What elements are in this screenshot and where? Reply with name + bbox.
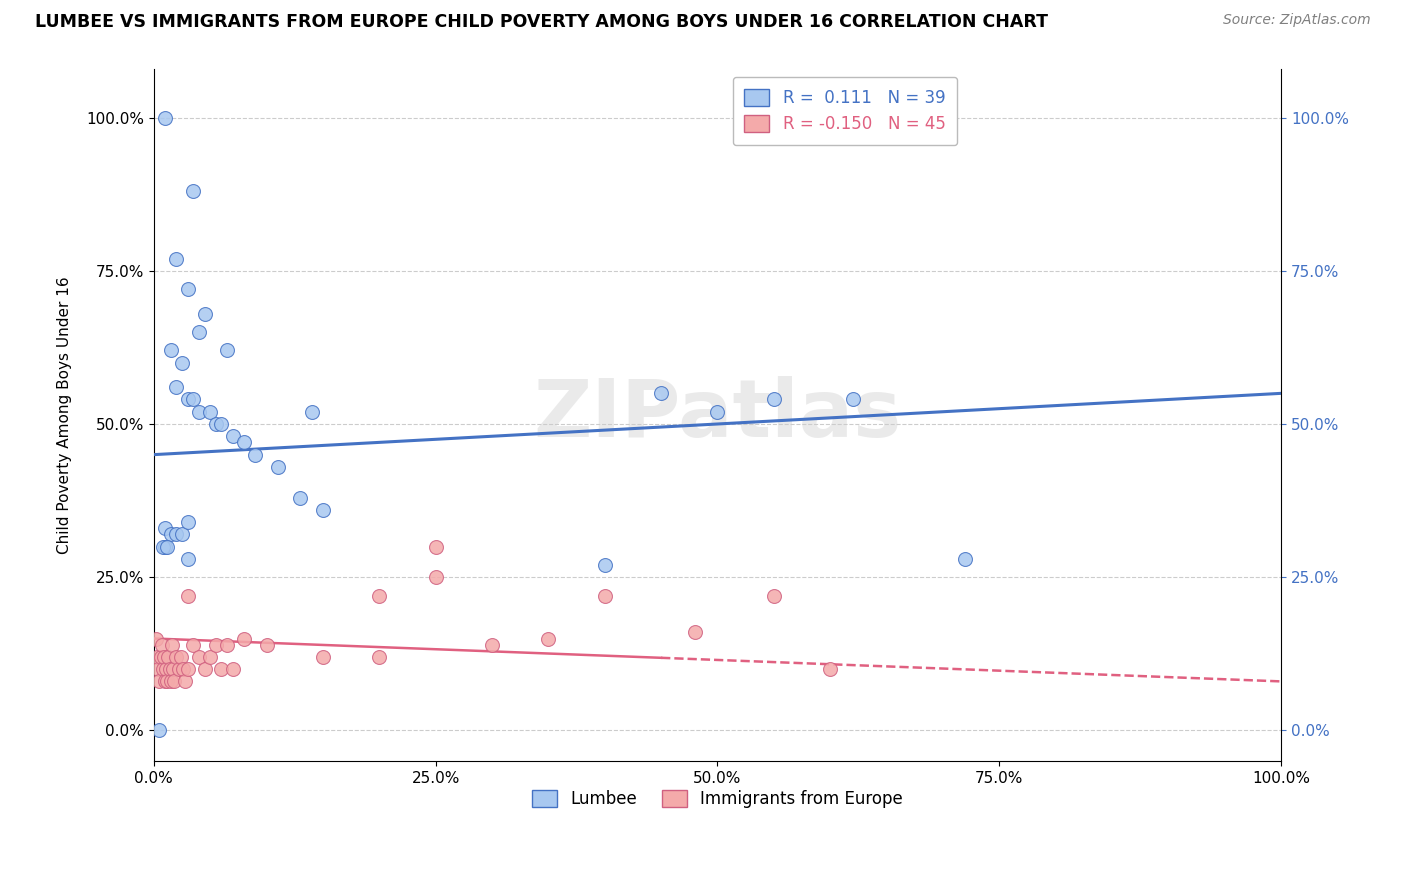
Point — [481, 638, 503, 652]
Point — [176, 662, 198, 676]
Point — [683, 625, 706, 640]
Point — [162, 662, 184, 676]
Text: Source: ZipAtlas.com: Source: ZipAtlas.com — [1223, 13, 1371, 28]
Point — [172, 662, 194, 676]
Point — [148, 662, 170, 676]
Point — [165, 649, 187, 664]
Point — [148, 723, 170, 738]
Point — [145, 632, 167, 646]
Point — [153, 674, 176, 689]
Point — [152, 662, 174, 676]
Point — [153, 540, 176, 554]
Point — [193, 662, 215, 676]
Point — [170, 527, 193, 541]
Point — [157, 649, 180, 664]
Point — [425, 570, 447, 584]
Point — [159, 343, 181, 358]
Point — [245, 448, 267, 462]
Point — [198, 649, 221, 664]
Point — [160, 638, 183, 652]
Point — [593, 589, 616, 603]
Point — [187, 405, 209, 419]
Point — [368, 649, 391, 664]
Point — [706, 405, 728, 419]
Point — [537, 632, 560, 646]
Point — [290, 491, 312, 505]
Point — [152, 540, 174, 554]
Point — [187, 649, 209, 664]
Point — [256, 638, 278, 652]
Text: ZIPatlas: ZIPatlas — [533, 376, 901, 454]
Point — [153, 111, 176, 125]
Point — [165, 380, 187, 394]
Point — [368, 589, 391, 603]
Point — [149, 649, 172, 664]
Point — [209, 417, 232, 431]
Point — [762, 589, 785, 603]
Point — [176, 392, 198, 407]
Point — [176, 515, 198, 529]
Point — [155, 662, 177, 676]
Point — [165, 527, 187, 541]
Point — [170, 356, 193, 370]
Point — [650, 386, 672, 401]
Point — [170, 649, 193, 664]
Point — [955, 551, 977, 566]
Point — [215, 638, 238, 652]
Point — [215, 343, 238, 358]
Point — [165, 252, 187, 266]
Point — [153, 521, 176, 535]
Point — [176, 589, 198, 603]
Point — [159, 662, 181, 676]
Point — [156, 540, 179, 554]
Point — [312, 503, 335, 517]
Point — [159, 527, 181, 541]
Point — [425, 540, 447, 554]
Point — [174, 674, 197, 689]
Point — [156, 674, 179, 689]
Point — [301, 405, 323, 419]
Point — [193, 307, 215, 321]
Point — [312, 649, 335, 664]
Point — [267, 459, 290, 474]
Point — [159, 674, 181, 689]
Point — [176, 282, 198, 296]
Text: LUMBEE VS IMMIGRANTS FROM EUROPE CHILD POVERTY AMONG BOYS UNDER 16 CORRELATION C: LUMBEE VS IMMIGRANTS FROM EUROPE CHILD P… — [35, 13, 1047, 31]
Point — [818, 662, 841, 676]
Point — [153, 649, 176, 664]
Point — [209, 662, 232, 676]
Legend: Lumbee, Immigrants from Europe: Lumbee, Immigrants from Europe — [526, 783, 910, 815]
Point — [167, 662, 190, 676]
Point — [762, 392, 785, 407]
Point — [593, 558, 616, 572]
Point — [233, 632, 256, 646]
Point — [181, 638, 204, 652]
Point — [163, 674, 186, 689]
Point — [150, 638, 173, 652]
Point — [146, 649, 169, 664]
Point — [148, 674, 170, 689]
Point — [176, 551, 198, 566]
Point — [181, 184, 204, 198]
Y-axis label: Child Poverty Among Boys Under 16: Child Poverty Among Boys Under 16 — [58, 276, 72, 554]
Point — [204, 638, 226, 652]
Point — [198, 405, 221, 419]
Point — [233, 435, 256, 450]
Point — [222, 429, 245, 443]
Point — [187, 325, 209, 339]
Point — [181, 392, 204, 407]
Point — [841, 392, 863, 407]
Point — [204, 417, 226, 431]
Point — [222, 662, 245, 676]
